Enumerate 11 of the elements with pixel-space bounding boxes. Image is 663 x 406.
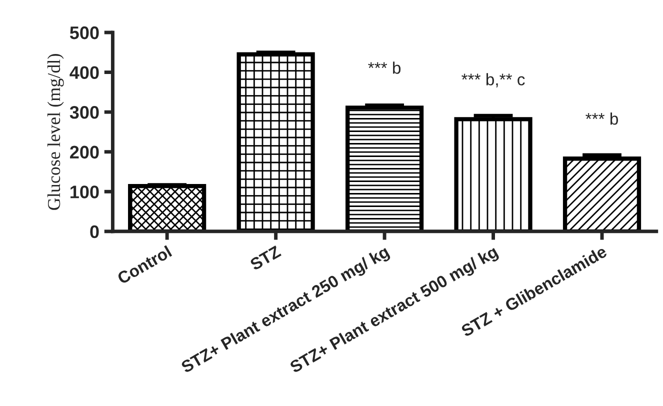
annotation: *** b,** c [462,73,525,88]
y-tick-label: 400 [70,66,99,79]
y-axis-title: Glucose level (mg/dl) [47,54,64,210]
y-tick-label: 100 [70,186,99,198]
x-tick-label: STZ [249,245,282,271]
y-tick-label: 300 [70,106,99,119]
y-tick-label: 500 [70,26,99,40]
y-tick-label: 200 [70,146,99,159]
y-tick-label: 0 [90,225,99,238]
annotation: *** b [586,112,618,125]
annotation: *** b [368,62,401,74]
